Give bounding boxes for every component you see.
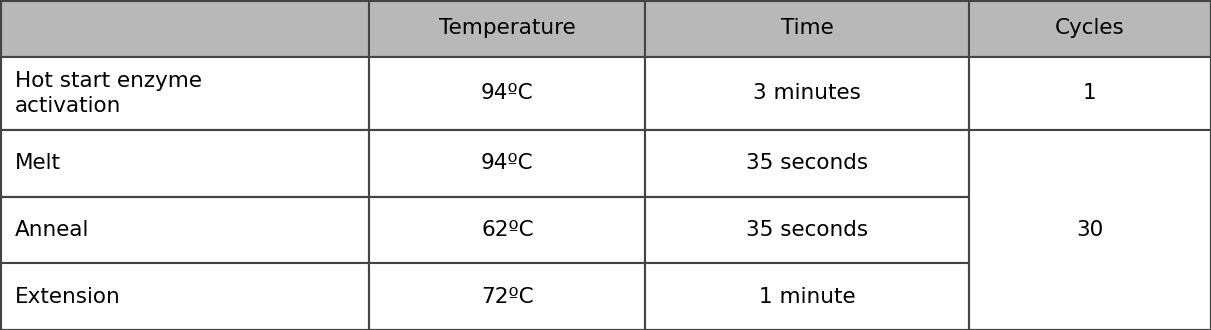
Text: Temperature: Temperature (440, 18, 575, 38)
Text: Hot start enzyme
activation: Hot start enzyme activation (15, 71, 201, 116)
Text: 94ºC: 94ºC (481, 83, 534, 103)
Text: Anneal: Anneal (15, 220, 88, 240)
Text: 1 minute: 1 minute (759, 287, 855, 307)
Bar (645, 57, 969, 130)
Bar (369, 130, 645, 197)
Bar (645, 130, 969, 197)
Bar (369, 0, 645, 57)
Bar (0, 0, 369, 57)
Bar (0, 263, 369, 330)
Text: 94ºC: 94ºC (481, 153, 534, 173)
Text: 30: 30 (1077, 220, 1103, 240)
Text: Time: Time (781, 18, 833, 38)
Bar (369, 197, 645, 263)
Text: 1: 1 (1083, 83, 1097, 103)
Bar (969, 130, 1211, 330)
Bar (369, 263, 645, 330)
Text: 35 seconds: 35 seconds (746, 153, 868, 173)
Text: Melt: Melt (15, 153, 61, 173)
Text: 62ºC: 62ºC (481, 220, 534, 240)
Bar (969, 57, 1211, 130)
Bar (369, 57, 645, 130)
Text: 3 minutes: 3 minutes (753, 83, 861, 103)
Text: Cycles: Cycles (1055, 18, 1125, 38)
Text: Extension: Extension (15, 287, 120, 307)
Bar (969, 0, 1211, 57)
Text: 35 seconds: 35 seconds (746, 220, 868, 240)
Bar (0, 197, 369, 263)
Bar (0, 130, 369, 197)
Bar (645, 197, 969, 263)
Text: 72ºC: 72ºC (481, 287, 534, 307)
Bar (0, 57, 369, 130)
Bar (645, 0, 969, 57)
Bar (645, 263, 969, 330)
